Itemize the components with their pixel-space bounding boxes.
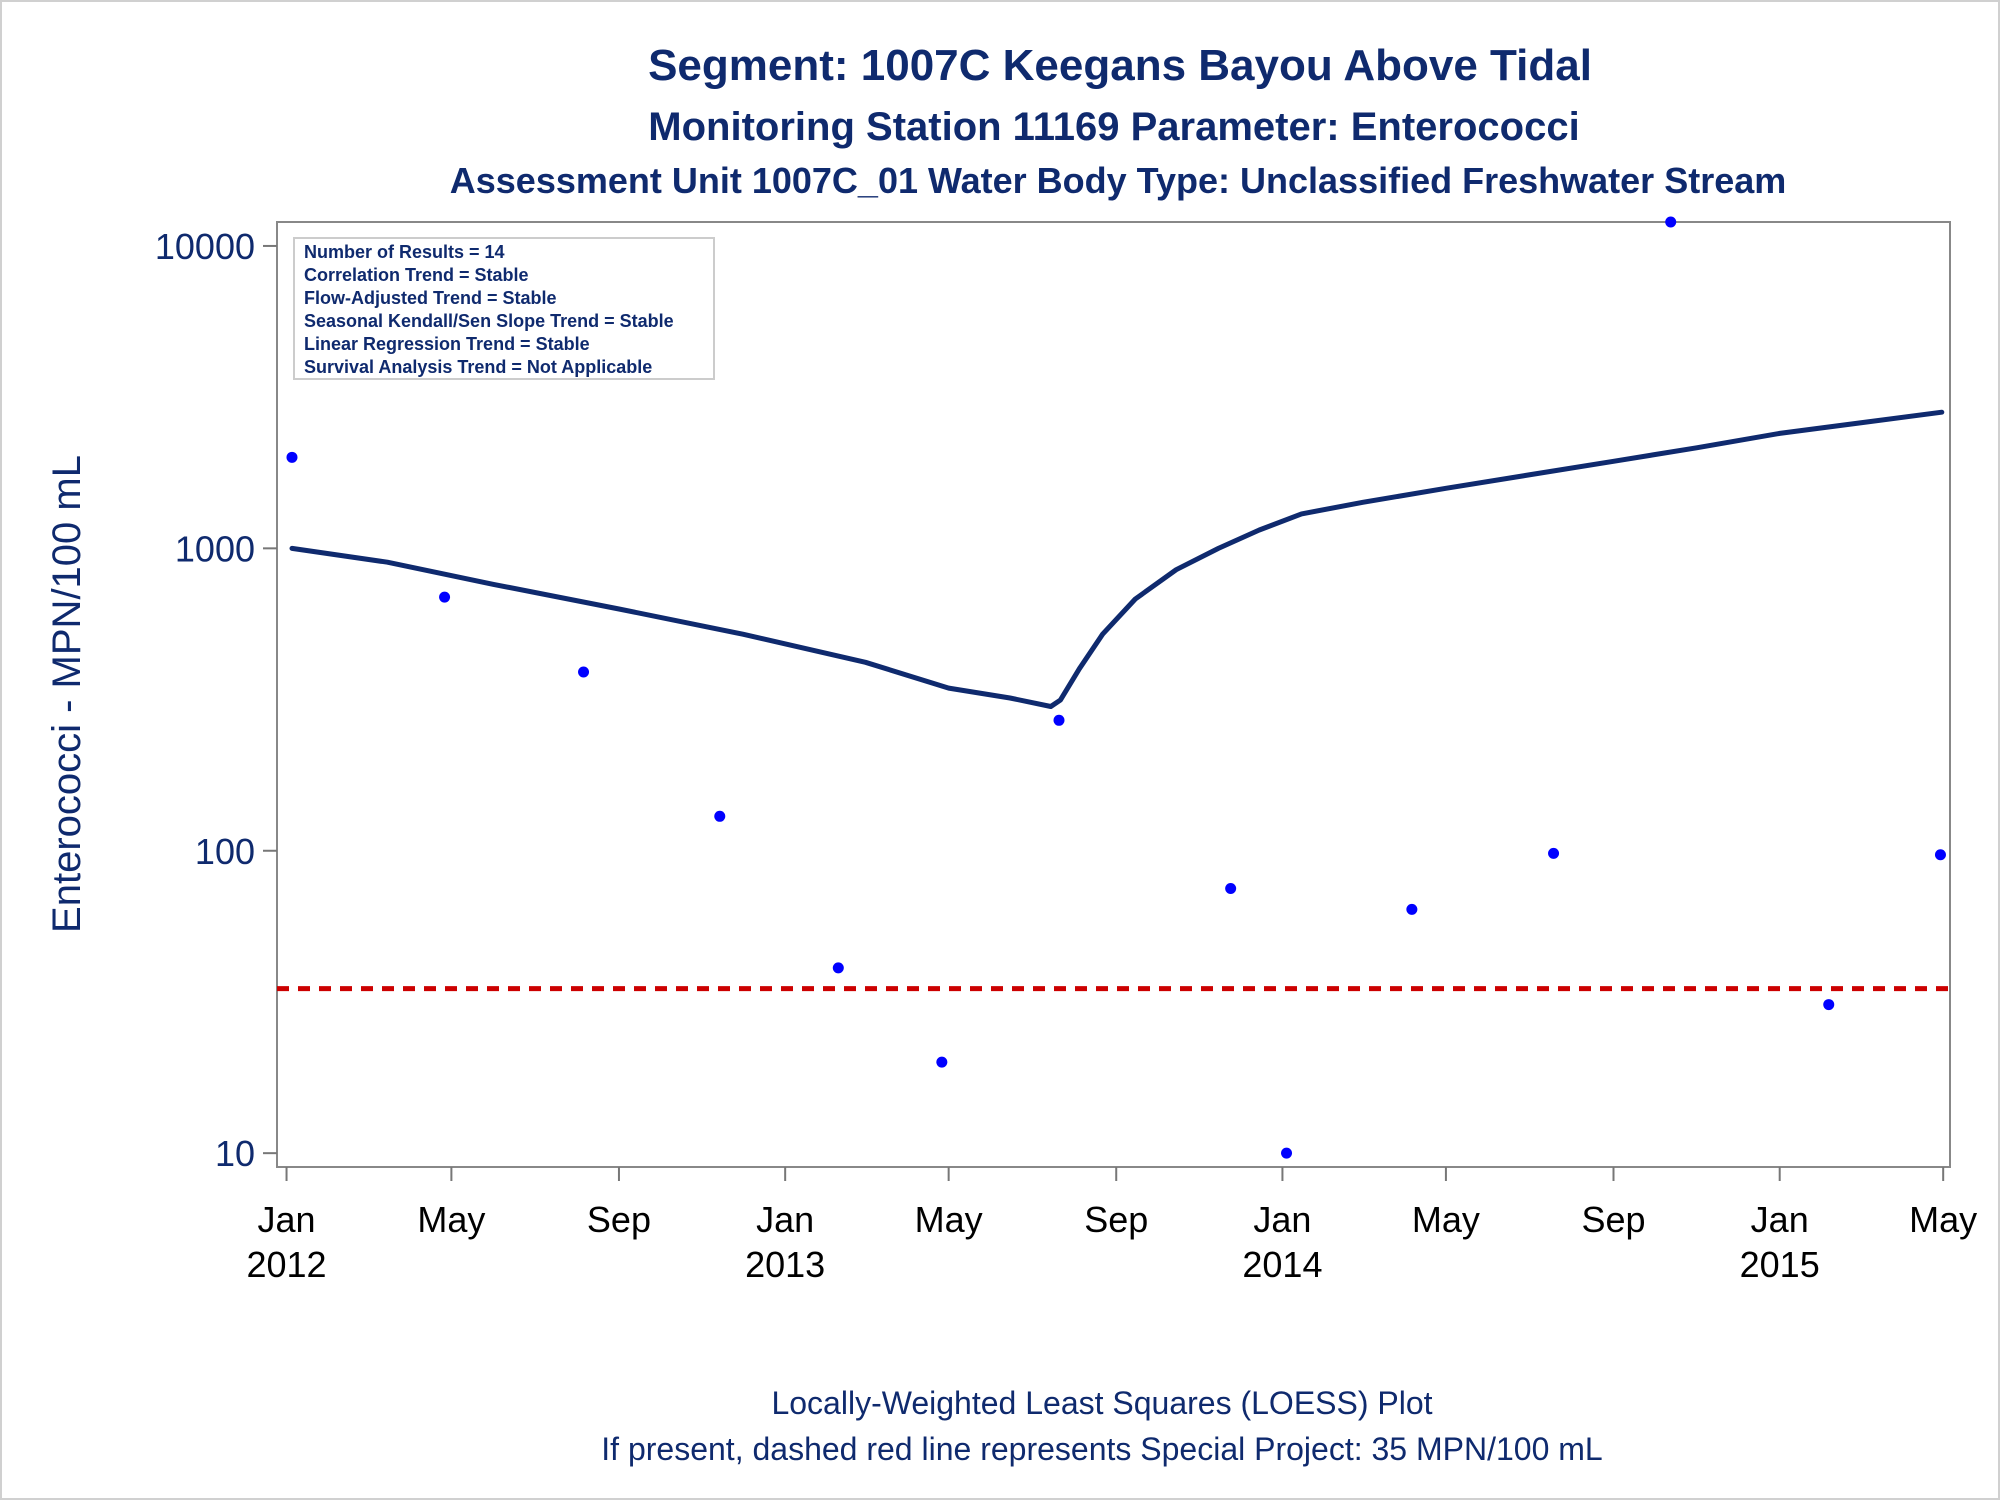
data-point	[1548, 847, 1560, 859]
data-point	[286, 451, 298, 463]
footer-line-1: Locally-Weighted Least Squares (LOESS) P…	[771, 1385, 1432, 1421]
chart-title: Segment: 1007C Keegans Bayou Above Tidal	[648, 41, 1592, 90]
y-axis: 10 100 1000 10000	[155, 226, 277, 1174]
footer-line-2: If present, dashed red line represents S…	[601, 1431, 1602, 1467]
x-tick-label: May	[417, 1199, 485, 1240]
info-line-1: Number of Results = 14	[304, 242, 505, 262]
info-line-6: Survival Analysis Trend = Not Applicable	[304, 357, 652, 377]
info-line-3: Flow-Adjusted Trend = Stable	[304, 288, 557, 308]
info-box-frame	[293, 237, 715, 380]
x-tick-label: May	[1412, 1199, 1480, 1240]
y-tick-label: 1000	[175, 528, 255, 569]
scatter-layer	[286, 216, 1946, 1159]
data-point	[1281, 1147, 1293, 1159]
y-axis-label: Enterococci - MPN/100 mL	[45, 455, 89, 933]
x-tick-label: May	[1909, 1199, 1977, 1240]
data-point	[936, 1056, 948, 1068]
data-point	[578, 666, 590, 678]
info-line-5: Linear Regression Trend = Stable	[304, 334, 590, 354]
info-box: Number of Results = 14 Correlation Trend…	[293, 237, 715, 380]
y-tick-label: 10	[215, 1133, 255, 1174]
x-tick-label: Jan	[756, 1199, 814, 1240]
info-line-4: Seasonal Kendall/Sen Slope Trend = Stabl…	[304, 311, 674, 331]
x-tick-label: Sep	[587, 1199, 651, 1240]
x-tick-year-label: 2012	[246, 1244, 326, 1285]
loess-layer	[289, 409, 1945, 709]
y-tick-label: 100	[195, 831, 255, 872]
x-tick-label: Jan	[1253, 1199, 1311, 1240]
x-tick-year-label: 2014	[1242, 1244, 1322, 1285]
x-tick-label: Sep	[1084, 1199, 1148, 1240]
data-point	[714, 810, 726, 822]
x-tick-label: Jan	[1751, 1199, 1809, 1240]
x-tick-year-label: 2015	[1740, 1244, 1820, 1285]
x-tick-label: May	[915, 1199, 983, 1240]
data-point	[1053, 714, 1065, 726]
chart-subtitle-2: Assessment Unit 1007C_01 Water Body Type…	[450, 160, 1787, 201]
data-point	[832, 962, 844, 974]
plot-area	[276, 221, 1951, 1168]
loess-line	[289, 409, 1945, 709]
x-tick-year-label: 2013	[745, 1244, 825, 1285]
data-point	[1934, 849, 1946, 861]
data-point	[1406, 903, 1418, 915]
x-tick-label: Jan	[258, 1199, 316, 1240]
chart-subtitle: Monitoring Station 11169 Parameter: Ente…	[648, 105, 1579, 149]
data-point	[1823, 999, 1835, 1011]
info-line-2: Correlation Trend = Stable	[304, 265, 529, 285]
data-point	[1225, 883, 1237, 895]
data-point	[439, 591, 451, 603]
data-point	[1665, 216, 1677, 228]
x-tick-label: Sep	[1581, 1199, 1645, 1240]
y-tick-label: 10000	[155, 226, 255, 267]
